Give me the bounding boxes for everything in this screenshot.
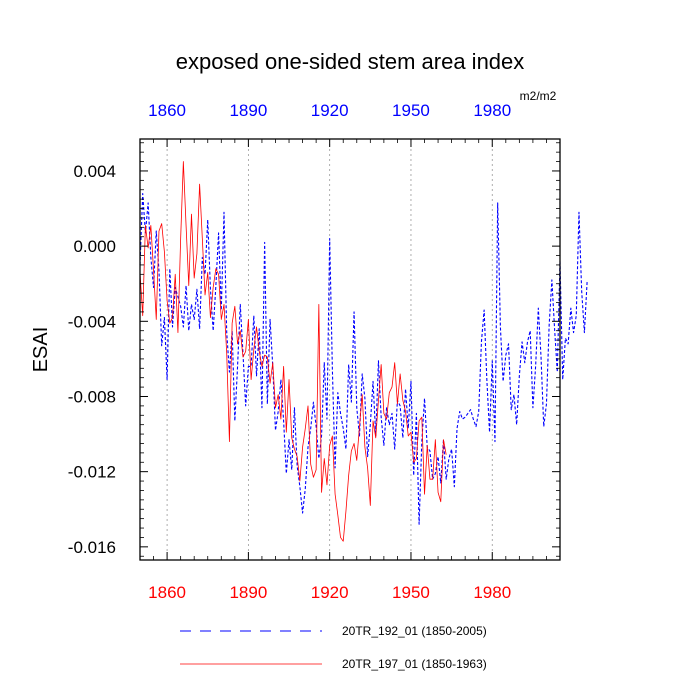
units-label: m2/m2: [520, 89, 557, 103]
grid-lines: [166, 139, 493, 560]
plot-frame: [139, 138, 561, 561]
x-tick-label-top: 1920: [311, 101, 349, 120]
x-tick-label-top: 1860: [148, 101, 186, 120]
x-tick-label-top: 1890: [229, 101, 267, 120]
series-line-1: [139, 192, 588, 525]
tick-labels: 0.004 0.000 -0.004 -0.008 -0.012 -0.016 1860 18…: [68, 101, 511, 602]
axis-ticks: [139, 139, 561, 560]
x-tick-label-bottom: 1860: [148, 583, 186, 602]
x-tick-label-bottom: 1920: [311, 583, 349, 602]
x-tick-label-top: 1980: [473, 101, 511, 120]
y-tick-label: -0.016: [68, 538, 116, 557]
y-tick-label: 0.004: [73, 162, 116, 181]
x-tick-label-top: 1950: [392, 101, 430, 120]
legend-label-2: 20TR_197_01 (1850-1963): [342, 657, 487, 671]
y-tick-label: -0.008: [68, 387, 116, 406]
chart-title: exposed one-sided stem area index: [176, 49, 525, 74]
legend: 20TR_192_01 (1850-2005) 20TR_197_01 (1850…: [180, 624, 487, 671]
y-tick-label: -0.004: [68, 312, 116, 331]
series-group: [139, 161, 588, 542]
y-axis-label: ESAI: [30, 327, 52, 373]
x-tick-label-bottom: 1980: [473, 583, 511, 602]
y-tick-label: -0.012: [68, 463, 116, 482]
x-tick-label-bottom: 1950: [392, 583, 430, 602]
y-tick-label: 0.000: [73, 237, 116, 256]
series-line-2: [139, 161, 447, 542]
x-tick-label-bottom: 1890: [229, 583, 267, 602]
legend-label-1: 20TR_192_01 (1850-2005): [342, 624, 487, 638]
